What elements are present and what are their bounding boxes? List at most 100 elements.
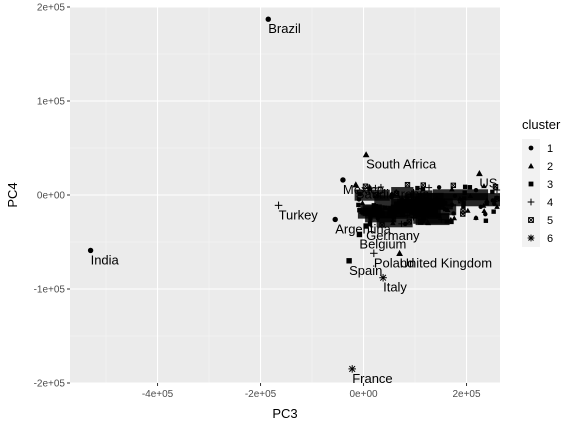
overplotted-label-block	[374, 195, 410, 207]
marker-plus	[370, 249, 378, 258]
marker-square	[346, 258, 352, 264]
marker-square	[356, 202, 361, 208]
marker-x-2	[493, 184, 499, 190]
marker-plus	[425, 184, 433, 191]
marker-square	[415, 185, 420, 191]
overplotted-label-block	[376, 216, 413, 228]
x-tick-label: 0e+00	[349, 389, 378, 400]
marker-square-outline	[460, 208, 466, 214]
marker-square-outline	[528, 217, 534, 223]
marker-square	[490, 189, 495, 195]
marker-square-x	[420, 182, 427, 188]
legend-label: 5	[547, 215, 553, 227]
marker-square	[346, 258, 352, 264]
marker-square	[363, 223, 369, 229]
marker-asterisk	[348, 365, 356, 373]
marker-square	[363, 223, 369, 229]
marker-ast-4	[528, 235, 534, 241]
marker-triangle	[528, 163, 534, 169]
x-axis-title: PC3	[272, 406, 297, 421]
marker-circle	[265, 16, 271, 22]
point-label: Saudi Arabia	[356, 187, 430, 202]
marker-square	[467, 185, 473, 190]
marker-square-x	[460, 208, 466, 214]
marker-square	[528, 181, 534, 187]
marker-triangle	[481, 183, 487, 189]
marker-square-x	[362, 183, 369, 189]
legend-label: 1	[547, 143, 553, 155]
x-axis-ticks: -4e+05 -2e+05 0e+00 2e+05	[142, 383, 481, 400]
marker-square	[491, 209, 496, 214]
marker-plus	[493, 186, 501, 194]
marker-asterisk	[379, 273, 387, 282]
marker-triangle	[528, 163, 534, 169]
marker-square	[462, 184, 468, 190]
point-label: India	[91, 252, 120, 267]
marker-circle	[483, 211, 488, 217]
marker-circle	[265, 16, 271, 22]
marker-square	[490, 189, 495, 195]
marker-square	[449, 219, 454, 225]
marker-square-outline	[420, 182, 427, 188]
overplotted-label-strip	[404, 193, 500, 207]
marker-asterisk	[527, 234, 535, 242]
marker-circle	[436, 185, 442, 190]
marker-x-2	[450, 182, 456, 188]
y-axis-title: PC4	[5, 182, 20, 207]
point-label: Turkey	[279, 207, 319, 222]
marker-square-outline	[450, 182, 457, 189]
marker-circle	[87, 247, 94, 254]
marker-triangle	[481, 208, 487, 214]
overplotted-label-block	[354, 189, 390, 201]
point-label: France	[352, 371, 392, 386]
marker-x-2	[528, 217, 534, 223]
y-tick-label: -1e+05	[34, 285, 66, 296]
marker-square	[528, 181, 534, 187]
marker-plus	[527, 198, 535, 206]
y-tick-label: 2e+05	[37, 3, 66, 14]
y-tick-label: -2e+05	[34, 379, 66, 390]
marker-circle	[332, 216, 338, 223]
point-label: Belgium	[359, 236, 406, 251]
marker-plus	[377, 183, 385, 191]
marker-square-outline	[404, 181, 411, 188]
y-tick-label: 0e+00	[37, 191, 66, 202]
marker-square	[356, 231, 363, 238]
marker-circle	[87, 247, 94, 254]
marker-circle	[340, 177, 346, 183]
x-tick-label: 2e+05	[452, 389, 481, 400]
point-label: Mexico	[343, 182, 384, 197]
data-points	[87, 16, 483, 373]
marker-triangle	[366, 184, 373, 189]
point-label: Brazil	[268, 21, 301, 36]
marker-triangle	[362, 151, 370, 158]
point-label: US	[479, 175, 497, 190]
marker-x-2	[362, 183, 368, 189]
y-axis-ticks: -2e+05 -1e+05 0e+00 1e+05 2e+05	[34, 3, 70, 390]
marker-circle	[528, 145, 534, 151]
marker-square-x	[404, 181, 411, 188]
marker-triangle	[465, 207, 471, 213]
point-label: United Kingdom	[400, 255, 493, 270]
overplotted-label-block	[415, 214, 450, 226]
marker-square	[467, 185, 473, 190]
marker-triangle	[352, 181, 360, 188]
marker-triangle	[481, 208, 487, 214]
overplotted-label-block	[391, 187, 414, 199]
marker-square-x	[450, 182, 457, 189]
marker-triangle	[476, 170, 483, 177]
marker-triangle	[473, 214, 479, 220]
x-tick-label: -4e+05	[142, 389, 174, 400]
marker-ast-4	[379, 274, 387, 281]
marker-square	[491, 209, 496, 214]
marker-square-outline	[362, 183, 369, 189]
marker-square-x	[528, 217, 534, 223]
cluster-overplot	[354, 181, 501, 228]
marker-triangle	[359, 200, 366, 206]
marker-square	[356, 202, 361, 208]
marker-circle	[332, 216, 338, 223]
marker-circle	[483, 211, 488, 217]
legend: cluster 1 2 3 4 5 6	[522, 117, 561, 247]
marker-x-2	[460, 208, 466, 214]
